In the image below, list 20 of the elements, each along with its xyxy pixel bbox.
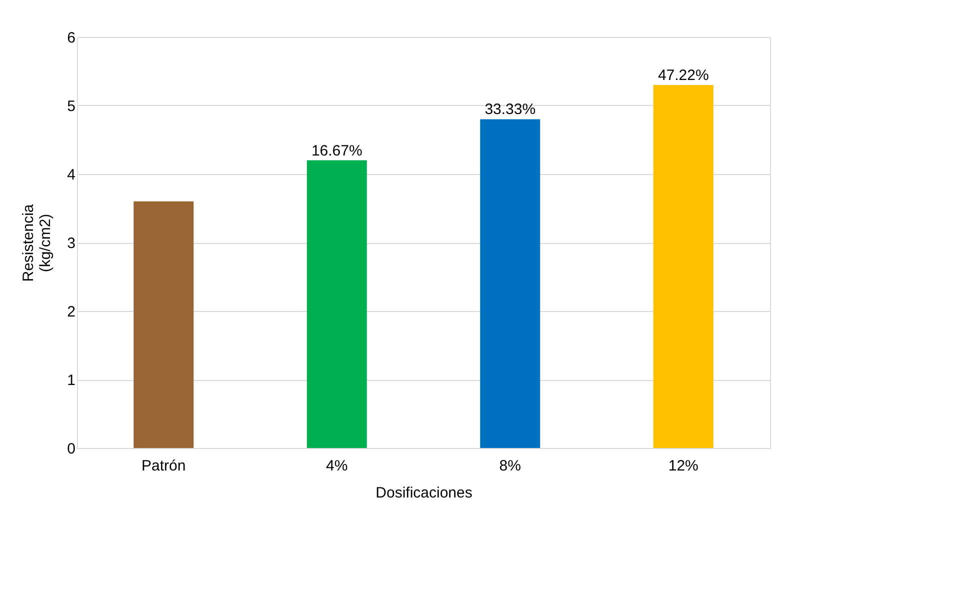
bar <box>653 84 714 448</box>
y-tick-label: 0 <box>67 440 76 458</box>
y-tick-label: 4 <box>67 166 76 184</box>
annotation: 47.22% <box>658 66 709 84</box>
x-axis-title: Dosificaciones <box>376 484 472 502</box>
x-tick-label: 12% <box>668 458 698 474</box>
y-tick-label: 1 <box>67 372 76 389</box>
annotation: 16.67% <box>311 142 362 160</box>
y-tick-label: 6 <box>67 30 76 46</box>
y-axis-title: Resistencia (kg/cm2) <box>20 204 54 282</box>
y-tick-label: 3 <box>67 235 76 252</box>
x-tick-label: 8% <box>499 458 521 474</box>
y-tick-label: 2 <box>67 304 76 320</box>
x-tick-label: 4% <box>326 458 348 474</box>
y-tick-label: 5 <box>67 98 76 115</box>
annotation: 33.33% <box>484 101 536 118</box>
bar <box>306 160 367 448</box>
x-tick-label: Patrón <box>142 458 186 474</box>
bar <box>134 201 194 448</box>
bar <box>480 119 540 448</box>
